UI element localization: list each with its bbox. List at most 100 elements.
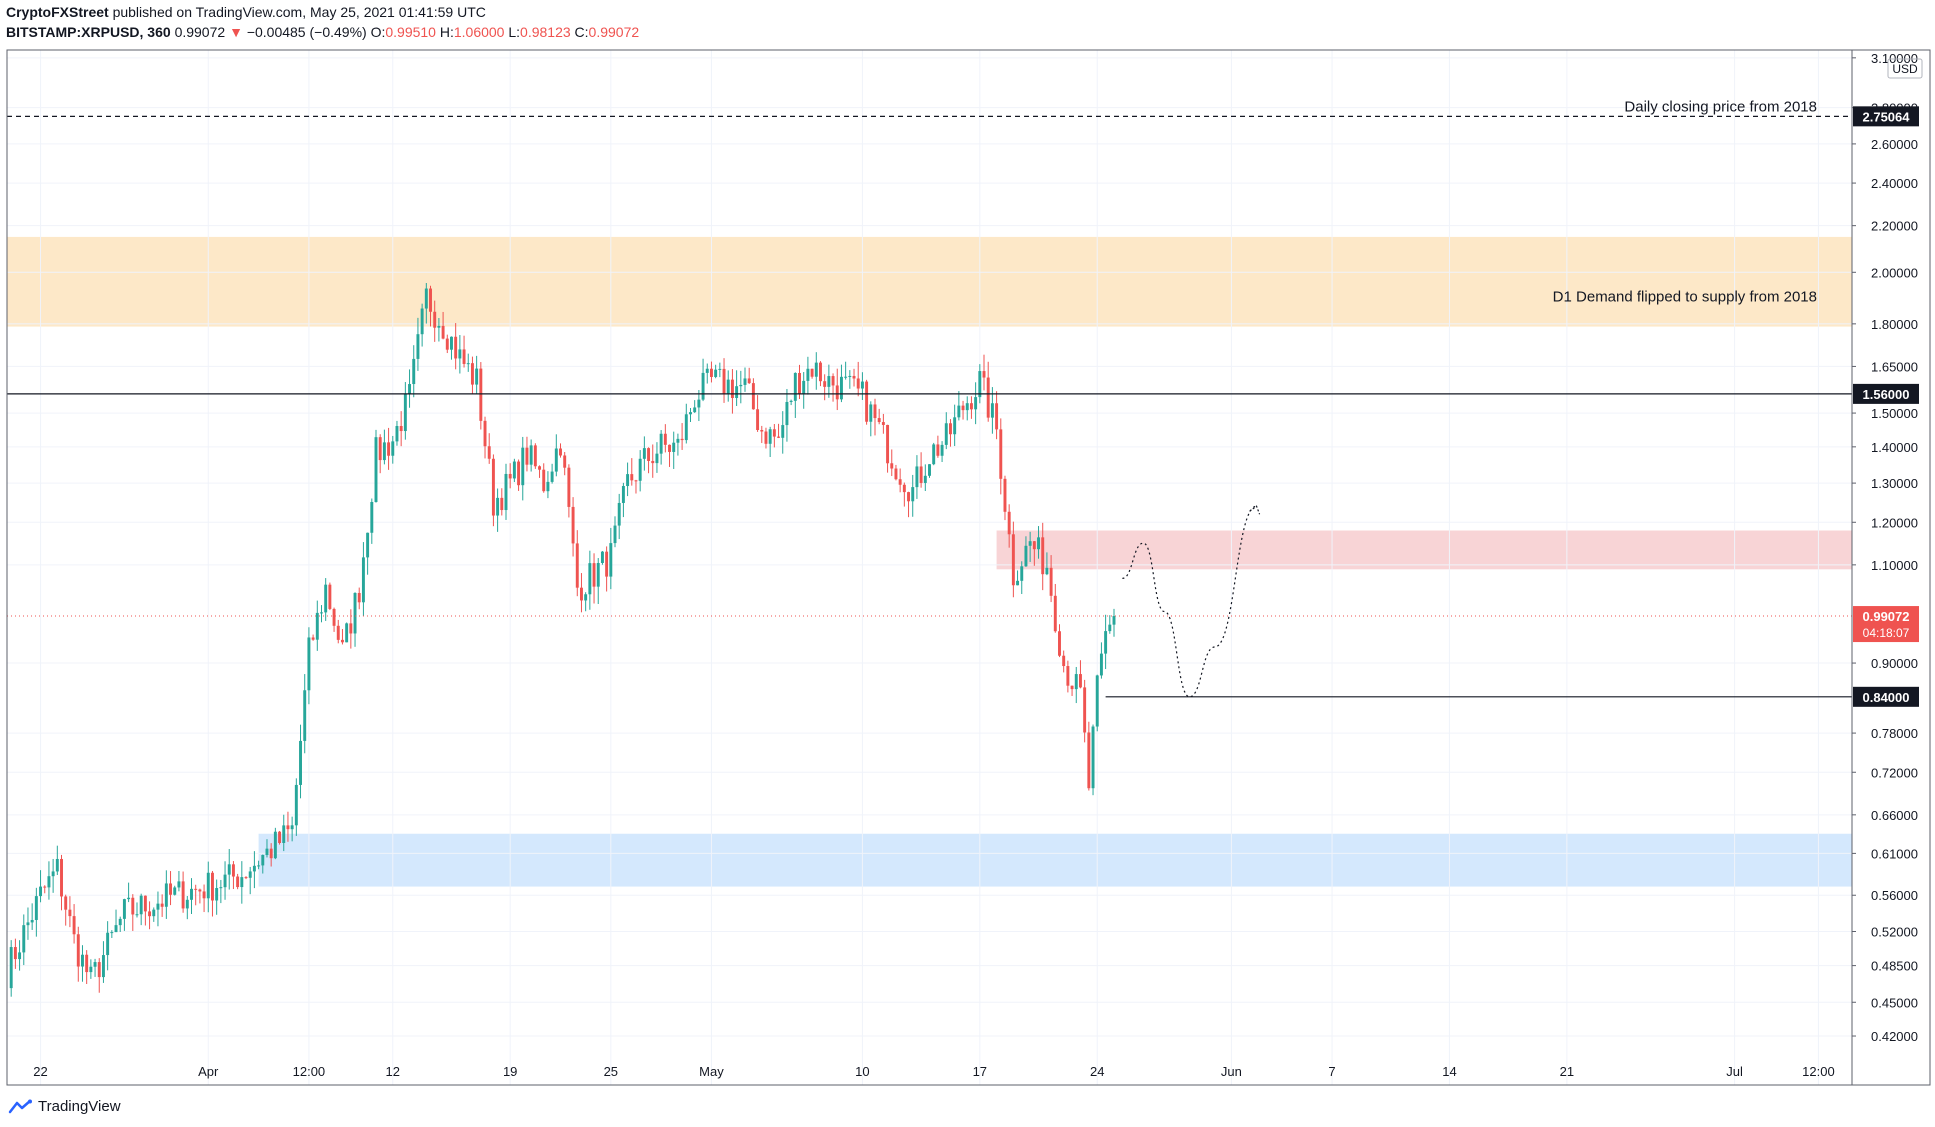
candle-body <box>810 368 814 377</box>
candle-body <box>944 423 948 445</box>
candle-body <box>39 886 43 897</box>
candle-body <box>969 403 973 410</box>
candle-body <box>584 594 588 601</box>
candle-body <box>961 405 965 411</box>
candle-body <box>504 473 508 511</box>
candle-body <box>282 825 286 843</box>
y-tick-label: 0.66000 <box>1871 808 1918 823</box>
y-tick-label: 2.00000 <box>1871 265 1918 280</box>
chart-frame <box>6 49 1931 1086</box>
candle-body <box>156 903 160 910</box>
candle-body <box>953 417 957 435</box>
candle-body <box>898 479 902 485</box>
candle-body <box>118 918 122 926</box>
candle-body <box>26 922 30 926</box>
candle-body <box>873 404 877 419</box>
zone-resistance <box>996 530 1852 570</box>
candle-body <box>798 372 801 395</box>
currency-box <box>1887 58 1923 79</box>
candle-body <box>81 954 84 967</box>
candle-body <box>198 889 202 892</box>
candle-body <box>244 877 248 879</box>
candle-body <box>1028 541 1032 546</box>
candle-body <box>655 453 659 464</box>
candle-body <box>454 336 458 359</box>
candle-body <box>672 442 676 452</box>
y-tick-label: 1.10000 <box>1871 558 1918 573</box>
candle-body <box>1003 478 1007 512</box>
candle-body <box>135 914 139 916</box>
publish-info: CryptoFXStreet published on TradingView.… <box>6 4 486 20</box>
footer-brand[interactable]: TradingView <box>8 1098 121 1115</box>
x-tick-label: 22 <box>33 1064 47 1079</box>
candle-body <box>999 429 1003 479</box>
candle-body <box>202 891 206 899</box>
x-tick-label: 17 <box>973 1064 987 1079</box>
candle-body <box>621 486 625 503</box>
candle-body <box>827 376 831 387</box>
candle-body <box>1074 674 1078 690</box>
candle-body <box>219 887 223 889</box>
candle-body <box>701 372 705 400</box>
x-tick-label: 19 <box>503 1064 517 1079</box>
published-text: published on TradingView.com, May 25, 20… <box>112 4 486 20</box>
price-label-box <box>1853 106 1919 127</box>
candle-body <box>1020 566 1024 581</box>
candle-body <box>122 899 126 919</box>
candle-body <box>294 784 298 826</box>
candle-body <box>345 623 349 643</box>
candle-body <box>831 376 835 386</box>
candle-body <box>278 831 282 843</box>
candle-body <box>269 848 273 859</box>
candle-body <box>819 362 822 382</box>
candle-body <box>634 480 638 482</box>
candle-body <box>722 368 726 395</box>
candle-body <box>1078 674 1082 688</box>
candle-body <box>1024 545 1028 567</box>
candle-body <box>206 872 210 899</box>
candle-body <box>76 934 80 967</box>
candle-body <box>1058 631 1061 656</box>
y-tick-label: 2.60000 <box>1871 137 1918 152</box>
candle-body <box>978 371 982 398</box>
candle-body <box>210 872 214 901</box>
price-label: 0.84000 <box>1863 690 1910 705</box>
candle-body <box>1099 653 1103 676</box>
y-tick-label: 0.42000 <box>1871 1029 1918 1044</box>
candle-body <box>563 455 567 468</box>
candle-body <box>395 426 399 442</box>
candle-body <box>726 379 730 395</box>
candle-body <box>412 358 416 385</box>
candle-body <box>30 919 34 923</box>
candle-body <box>22 925 26 953</box>
candle-body <box>1037 537 1040 550</box>
candle-body <box>596 562 600 587</box>
candle-body <box>248 871 252 878</box>
author-name[interactable]: CryptoFXStreet <box>6 4 109 20</box>
candle-body <box>756 409 760 430</box>
candle-body <box>382 442 386 461</box>
candle-body <box>93 962 97 967</box>
candle-body <box>777 436 781 438</box>
symbol-info: BITSTAMP:XRPUSD, 360 0.99072 ▼ −0.00485 … <box>6 24 639 40</box>
candle-body <box>68 909 72 917</box>
x-tick-label: 12 <box>386 1064 400 1079</box>
currency-label: USD <box>1892 62 1918 76</box>
candle-body <box>571 506 575 544</box>
candle-body <box>9 947 13 989</box>
candle-body <box>307 637 311 691</box>
candle-body <box>164 883 168 907</box>
candle-body <box>965 403 969 411</box>
candle-body <box>429 288 432 312</box>
candle-body <box>437 325 441 328</box>
candle-body <box>445 338 449 350</box>
x-tick-label: Jul <box>1726 1064 1743 1079</box>
x-tick-label: 12:00 <box>1802 1064 1835 1079</box>
y-tick-label: 0.90000 <box>1871 656 1918 671</box>
x-tick-label: Jun <box>1221 1064 1242 1079</box>
candle-body <box>181 881 185 909</box>
candle-body <box>877 418 881 423</box>
candle-body <box>751 383 755 410</box>
candle-body <box>1095 675 1099 727</box>
